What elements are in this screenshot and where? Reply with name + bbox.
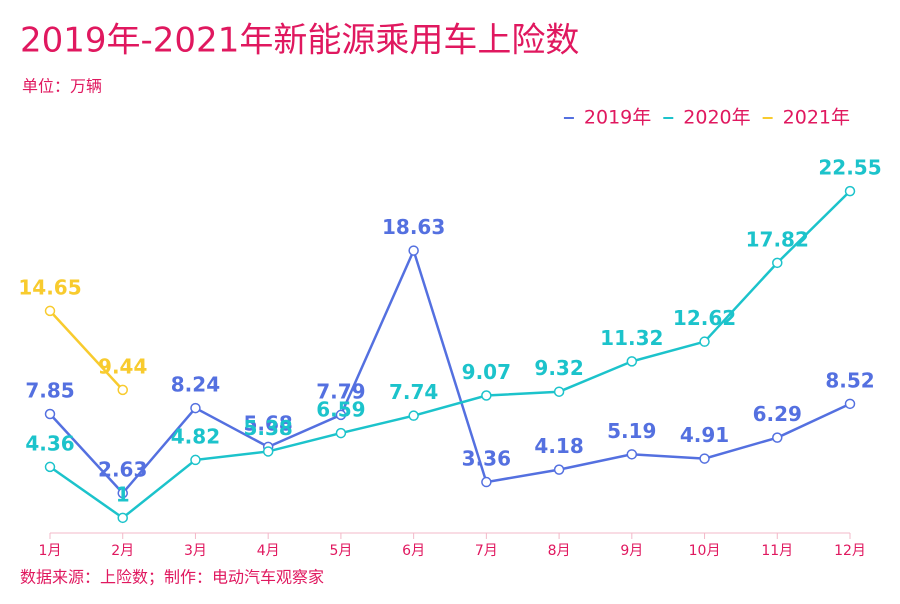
value-label: 5.19 (607, 419, 656, 443)
value-label: 7.85 (25, 378, 74, 402)
series-line (49, 247, 851, 496)
value-label: 22.55 (818, 156, 881, 180)
x-tick-label: 5月 (329, 543, 352, 559)
data-point (335, 427, 347, 439)
legend-label: 2021年 (783, 107, 850, 129)
data-point (117, 487, 128, 499)
data-point (772, 432, 783, 443)
value-label: 14.65 (18, 275, 81, 299)
x-tick-label: 12月 (834, 543, 866, 559)
data-point (44, 305, 56, 317)
x-tick-label: 3月 (184, 543, 207, 559)
value-label: 9.32 (534, 356, 583, 380)
data-point (699, 336, 710, 347)
value-label: 7.79 (316, 379, 365, 403)
data-point (844, 185, 856, 197)
value-label: 12.62 (673, 306, 736, 330)
value-label: 8.24 (171, 373, 220, 397)
chart-title: 2019年-2021年新能源乘用车上险数 (20, 21, 579, 61)
data-point (117, 512, 128, 524)
x-tick-label: 7月 (475, 543, 498, 559)
x-tick-label: 4月 (257, 543, 280, 559)
data-point (481, 390, 492, 401)
data-point (626, 356, 638, 367)
value-label: 5.38 (244, 416, 293, 440)
value-label: 6.29 (753, 402, 802, 426)
value-label: 2.63 (98, 458, 147, 482)
value-label: 4.36 (25, 431, 74, 455)
source-label: 数据来源：上险数；制作：电动汽车观察家 (20, 568, 324, 587)
data-point (44, 408, 56, 420)
data-point (262, 446, 274, 457)
data-point (626, 449, 638, 460)
value-label: 1 (116, 482, 130, 506)
value-label: 4.18 (534, 434, 583, 458)
x-tick-label: 9月 (620, 543, 643, 559)
value-label: 9.44 (98, 354, 147, 378)
legend-label: 2020年 (683, 107, 750, 129)
data-point (335, 409, 347, 421)
data-point (553, 386, 565, 397)
unit-label: 单位：万辆 (22, 77, 102, 96)
value-label: 4.82 (171, 424, 220, 448)
value-label: 11.32 (600, 326, 663, 350)
x-tick-label: 2月 (111, 543, 134, 559)
x-tick-label: 6月 (402, 543, 425, 559)
value-label: 17.82 (746, 227, 809, 251)
x-tick-label: 8月 (548, 543, 571, 559)
series-line (49, 190, 851, 520)
x-tick-label: 11月 (761, 543, 793, 559)
x-tick-label: 1月 (39, 543, 62, 559)
data-point (481, 476, 492, 488)
series-line (49, 310, 124, 391)
legend-label: 2019年 (584, 107, 651, 129)
value-label: 5.68 (244, 411, 293, 435)
value-label: 7.74 (389, 380, 438, 404)
value-label: 18.63 (382, 215, 445, 239)
data-point (772, 257, 783, 269)
data-point (117, 384, 128, 396)
x-tick-label: 10月 (689, 543, 721, 559)
value-label: 6.59 (316, 398, 365, 422)
data-point (190, 402, 201, 414)
value-label: 9.07 (462, 360, 511, 384)
data-point (553, 464, 565, 475)
value-label: 8.52 (825, 368, 874, 392)
value-label: 4.91 (680, 423, 729, 447)
data-point (44, 461, 56, 473)
data-point (408, 410, 419, 421)
data-point (190, 454, 201, 466)
value-label: 3.36 (462, 447, 511, 471)
data-point (408, 245, 419, 256)
data-point (699, 453, 710, 464)
data-point (844, 398, 856, 410)
